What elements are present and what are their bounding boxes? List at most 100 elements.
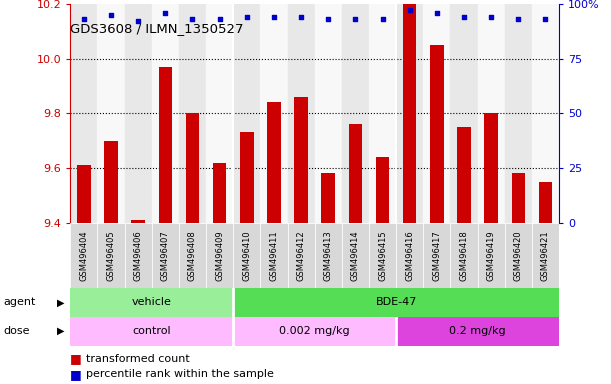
Bar <box>288 4 315 223</box>
Bar <box>125 223 152 288</box>
Text: GSM496413: GSM496413 <box>324 230 333 281</box>
Text: GSM496408: GSM496408 <box>188 230 197 281</box>
Bar <box>186 113 199 223</box>
Point <box>513 16 523 22</box>
Bar <box>233 4 260 223</box>
Text: ▶: ▶ <box>57 297 65 308</box>
Point <box>351 16 360 22</box>
Text: ▶: ▶ <box>57 326 65 336</box>
Point <box>161 10 170 16</box>
Bar <box>396 223 423 288</box>
Bar <box>376 157 389 223</box>
Bar <box>206 4 233 223</box>
Bar <box>478 223 505 288</box>
Text: 0.002 mg/kg: 0.002 mg/kg <box>279 326 350 336</box>
Bar <box>233 317 396 346</box>
Bar <box>260 223 288 288</box>
Bar <box>315 4 342 223</box>
Text: GSM496412: GSM496412 <box>296 230 306 281</box>
Bar <box>396 4 423 223</box>
Bar <box>511 174 525 223</box>
Bar <box>179 4 206 223</box>
Bar <box>240 132 254 223</box>
Text: GSM496418: GSM496418 <box>459 230 469 281</box>
Bar <box>260 4 288 223</box>
Bar <box>423 223 450 288</box>
Bar <box>450 4 478 223</box>
Bar <box>478 4 505 223</box>
Point <box>106 12 116 18</box>
Bar <box>539 182 552 223</box>
Text: GSM496417: GSM496417 <box>433 230 441 281</box>
Text: GSM496409: GSM496409 <box>215 230 224 281</box>
Point <box>79 16 89 22</box>
Point <box>486 14 496 20</box>
Bar <box>70 288 233 317</box>
Bar <box>70 223 97 288</box>
Text: ■: ■ <box>70 368 82 381</box>
Text: GDS3608 / ILMN_1350527: GDS3608 / ILMN_1350527 <box>70 22 244 35</box>
Bar <box>430 45 444 223</box>
Bar <box>457 127 471 223</box>
Text: GSM496411: GSM496411 <box>269 230 279 281</box>
Text: 0.2 mg/kg: 0.2 mg/kg <box>449 326 506 336</box>
Point <box>188 16 197 22</box>
Bar <box>125 4 152 223</box>
Bar <box>532 4 559 223</box>
Point <box>133 18 143 25</box>
Bar <box>206 223 233 288</box>
Point <box>242 14 252 20</box>
Point <box>323 16 333 22</box>
Bar <box>213 162 227 223</box>
Text: GSM496404: GSM496404 <box>79 230 89 281</box>
Text: GSM496406: GSM496406 <box>134 230 142 281</box>
Text: BDE-47: BDE-47 <box>375 297 417 308</box>
Text: GSM496414: GSM496414 <box>351 230 360 281</box>
Bar <box>267 103 280 223</box>
Point <box>296 14 306 20</box>
Bar <box>152 223 179 288</box>
Text: dose: dose <box>3 326 29 336</box>
Text: GSM496415: GSM496415 <box>378 230 387 281</box>
Text: percentile rank within the sample: percentile rank within the sample <box>86 369 273 379</box>
Text: GSM496416: GSM496416 <box>405 230 414 281</box>
Point <box>214 16 224 22</box>
Text: GSM496407: GSM496407 <box>161 230 170 281</box>
Bar <box>295 97 308 223</box>
Bar <box>288 223 315 288</box>
Text: GSM496410: GSM496410 <box>243 230 251 281</box>
Bar <box>396 317 559 346</box>
Bar <box>505 4 532 223</box>
Bar <box>97 223 125 288</box>
Text: GSM496421: GSM496421 <box>541 230 550 281</box>
Bar <box>403 4 417 223</box>
Bar <box>233 223 260 288</box>
Bar <box>315 223 342 288</box>
Bar <box>342 223 369 288</box>
Bar <box>369 223 396 288</box>
Point <box>541 16 551 22</box>
Bar <box>97 4 125 223</box>
Bar <box>131 220 145 223</box>
Bar <box>321 174 335 223</box>
Bar <box>104 141 118 223</box>
Point <box>378 16 387 22</box>
Bar <box>233 288 559 317</box>
Text: ■: ■ <box>70 353 82 366</box>
Text: control: control <box>133 326 171 336</box>
Bar <box>179 223 206 288</box>
Bar <box>152 4 179 223</box>
Bar <box>349 124 362 223</box>
Bar <box>342 4 369 223</box>
Bar <box>70 4 97 223</box>
Bar <box>485 113 498 223</box>
Text: vehicle: vehicle <box>132 297 172 308</box>
Text: GSM496419: GSM496419 <box>487 230 496 281</box>
Text: transformed count: transformed count <box>86 354 189 364</box>
Bar <box>423 4 450 223</box>
Point <box>432 10 442 16</box>
Bar <box>70 317 233 346</box>
Point <box>459 14 469 20</box>
Bar <box>505 223 532 288</box>
Bar <box>532 223 559 288</box>
